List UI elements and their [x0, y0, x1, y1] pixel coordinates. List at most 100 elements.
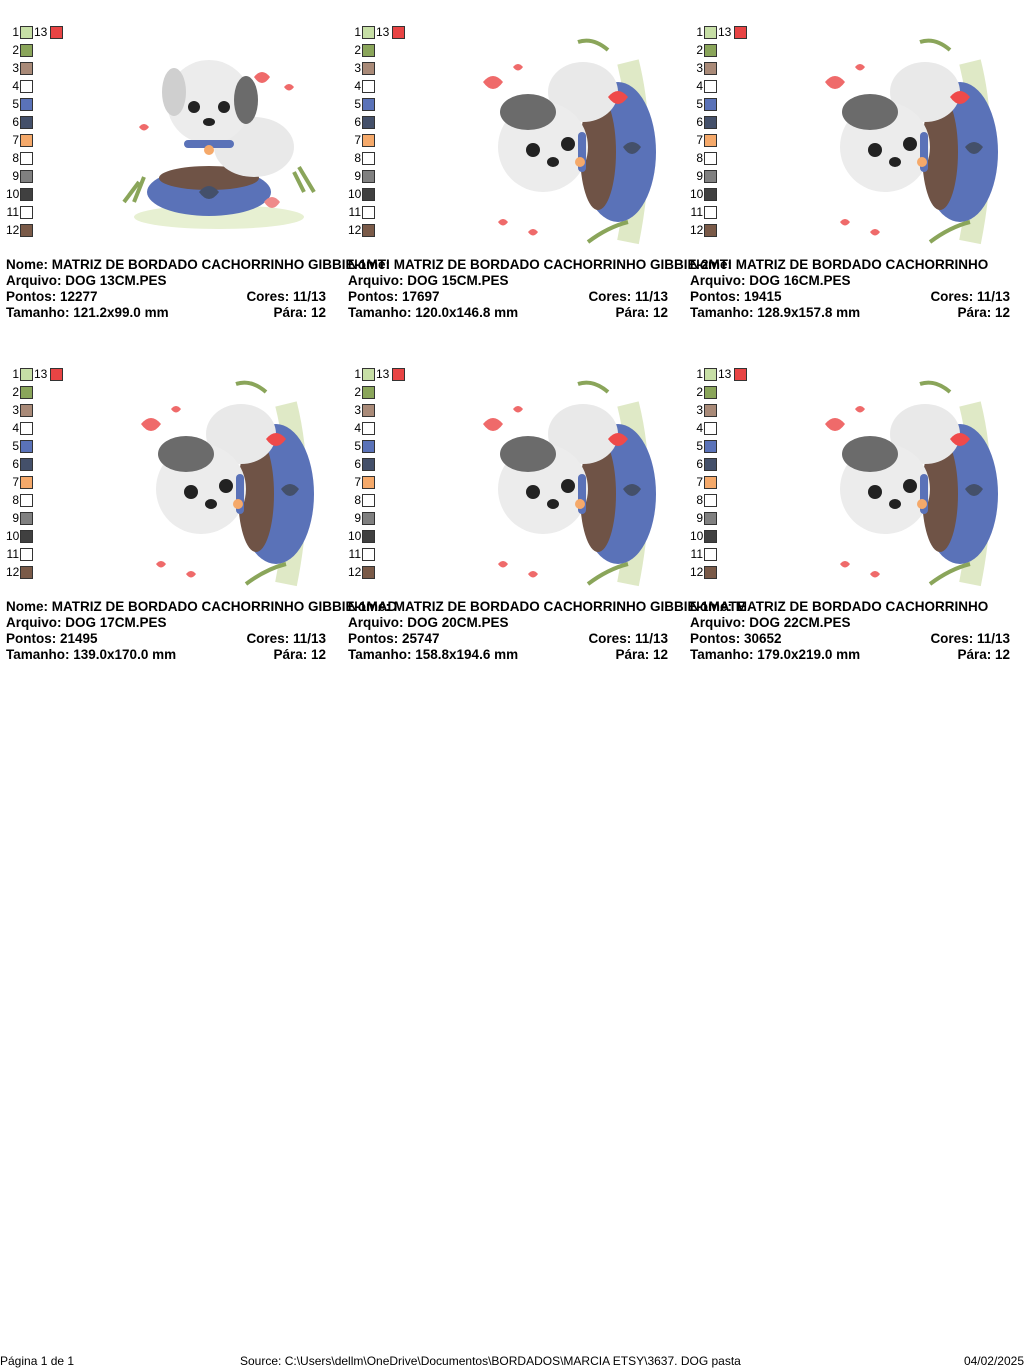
palette-number: 10 — [348, 529, 362, 543]
design-card: 1 13 2 3 4 5 6 7 8 9 10 11 12 Nome: MATRIZ DE BORDADO… — [348, 367, 746, 688]
palette-number: 10 — [348, 187, 362, 201]
palette-number: 1 — [12, 25, 19, 39]
color-swatch — [20, 386, 33, 399]
design-size: Tamanho: 128.9x157.8 mm — [690, 305, 861, 320]
palette-number: 13 — [376, 25, 390, 39]
palette-number: 4 — [12, 421, 19, 435]
dalmatian-puppy-embroidery-image — [825, 380, 998, 587]
color-swatch — [362, 458, 375, 471]
palette-number: 6 — [354, 115, 361, 129]
page-number: Página 1 de 1 — [0, 1354, 75, 1368]
stop-count: Pára: 12 — [273, 305, 326, 320]
palette-number: 6 — [12, 457, 19, 471]
design-name: Nome: MATRIZ DE BORDADO CACHORRINHO GIBB… — [6, 599, 398, 614]
color-swatch — [362, 422, 375, 435]
palette-number: 9 — [12, 511, 19, 525]
design-card: 1 13 2 3 4 5 6 7 8 9 10 11 12 Nome: MATRIZ DE BORDADO… — [690, 26, 1024, 346]
color-swatch — [20, 26, 33, 39]
palette-number: 11 — [6, 547, 19, 561]
color-swatch — [704, 440, 717, 453]
stop-count: Pára: 12 — [957, 647, 1010, 662]
palette-number: 10 — [690, 529, 704, 543]
design-size: Tamanho: 179.0x219.0 mm — [690, 647, 861, 662]
palette-number: 12 — [6, 223, 20, 237]
design-card: 1 13 2 3 4 5 6 7 8 9 10 11 12 Nome: MATRIZ DE BORDADO… — [6, 367, 397, 688]
color-swatch — [20, 494, 33, 507]
source-path: Source: C:\Users\dellm\OneDrive\Document… — [240, 1354, 741, 1368]
color-swatch — [704, 98, 717, 111]
palette-number: 4 — [12, 79, 19, 93]
color-swatch — [20, 80, 33, 93]
design-size: Tamanho: 139.0x170.0 mm — [6, 647, 177, 662]
dalmatian-puppy-embroidery-image — [483, 38, 656, 245]
palette-number: 5 — [12, 97, 19, 111]
file-name: Arquivo: DOG 13CM.PES — [6, 273, 167, 288]
color-swatch — [704, 116, 717, 129]
design-preview — [810, 32, 1020, 247]
palette-number: 13 — [34, 367, 48, 381]
color-swatch — [704, 134, 717, 147]
palette-number: 7 — [354, 133, 361, 147]
palette-number: 13 — [376, 367, 390, 381]
palette-number: 10 — [690, 187, 704, 201]
palette-number: 6 — [696, 115, 703, 129]
design-preview — [810, 374, 1020, 589]
color-swatch — [362, 170, 375, 183]
color-count: Cores: 11/13 — [246, 631, 326, 646]
design-name: Nome: MATRIZ DE BORDADO CACHORRINHO GIBB… — [348, 599, 746, 614]
color-swatch — [20, 440, 33, 453]
color-swatch — [362, 44, 375, 57]
palette-number: 11 — [348, 547, 361, 561]
color-swatch — [362, 26, 375, 39]
palette-number: 9 — [354, 169, 361, 183]
palette-number: 4 — [354, 79, 361, 93]
design-card: 1 13 2 3 4 5 6 7 8 9 10 11 12 Nome: MATRIZ DE BORDADO… — [348, 25, 732, 346]
color-swatch — [362, 494, 375, 507]
color-swatch — [362, 512, 375, 525]
dalmatian-puppy-embroidery-image — [483, 380, 656, 587]
dalmatian-puppy-embroidery-image — [141, 380, 314, 587]
color-swatch — [20, 458, 33, 471]
color-swatch — [362, 530, 375, 543]
dalmatian-puppy-embroidery-image — [825, 38, 998, 245]
palette-number: 1 — [696, 367, 703, 381]
palette-number: 9 — [696, 511, 703, 525]
palette-number: 3 — [12, 61, 19, 75]
palette-number: 7 — [354, 475, 361, 489]
color-swatch — [704, 512, 717, 525]
color-swatch — [20, 476, 33, 489]
stitch-count: Pontos: 17697 — [348, 289, 440, 304]
palette-number: 1 — [354, 367, 361, 381]
color-swatch — [362, 404, 375, 417]
palette-number: 8 — [696, 151, 703, 165]
palette-number: 3 — [696, 61, 703, 75]
stitch-count: Pontos: 25747 — [348, 631, 440, 646]
file-name: Arquivo: DOG 22CM.PES — [690, 615, 851, 630]
color-swatch — [392, 26, 405, 39]
color-swatch — [362, 548, 375, 561]
color-swatch — [704, 152, 717, 165]
palette-number: 2 — [696, 385, 703, 399]
palette-number: 10 — [6, 187, 20, 201]
stop-count: Pára: 12 — [273, 647, 326, 662]
color-swatch — [704, 368, 717, 381]
palette-number: 7 — [12, 475, 19, 489]
color-swatch — [20, 566, 33, 579]
palette-number: 4 — [696, 421, 703, 435]
palette-number: 5 — [696, 97, 703, 111]
color-swatch — [704, 386, 717, 399]
print-date: 04/02/2025 — [963, 1354, 1024, 1368]
color-swatch — [20, 548, 33, 561]
color-count: Cores: 11/13 — [930, 289, 1010, 304]
stitch-count: Pontos: 21495 — [6, 631, 98, 646]
color-swatch — [362, 566, 375, 579]
color-swatch — [20, 116, 33, 129]
color-swatch — [20, 530, 33, 543]
palette-number: 5 — [696, 439, 703, 453]
color-swatch — [20, 512, 33, 525]
palette-number: 10 — [6, 529, 20, 543]
palette-number: 6 — [12, 115, 19, 129]
color-count: Cores: 11/13 — [588, 289, 668, 304]
color-swatch — [362, 98, 375, 111]
stitch-count: Pontos: 12277 — [6, 289, 98, 304]
